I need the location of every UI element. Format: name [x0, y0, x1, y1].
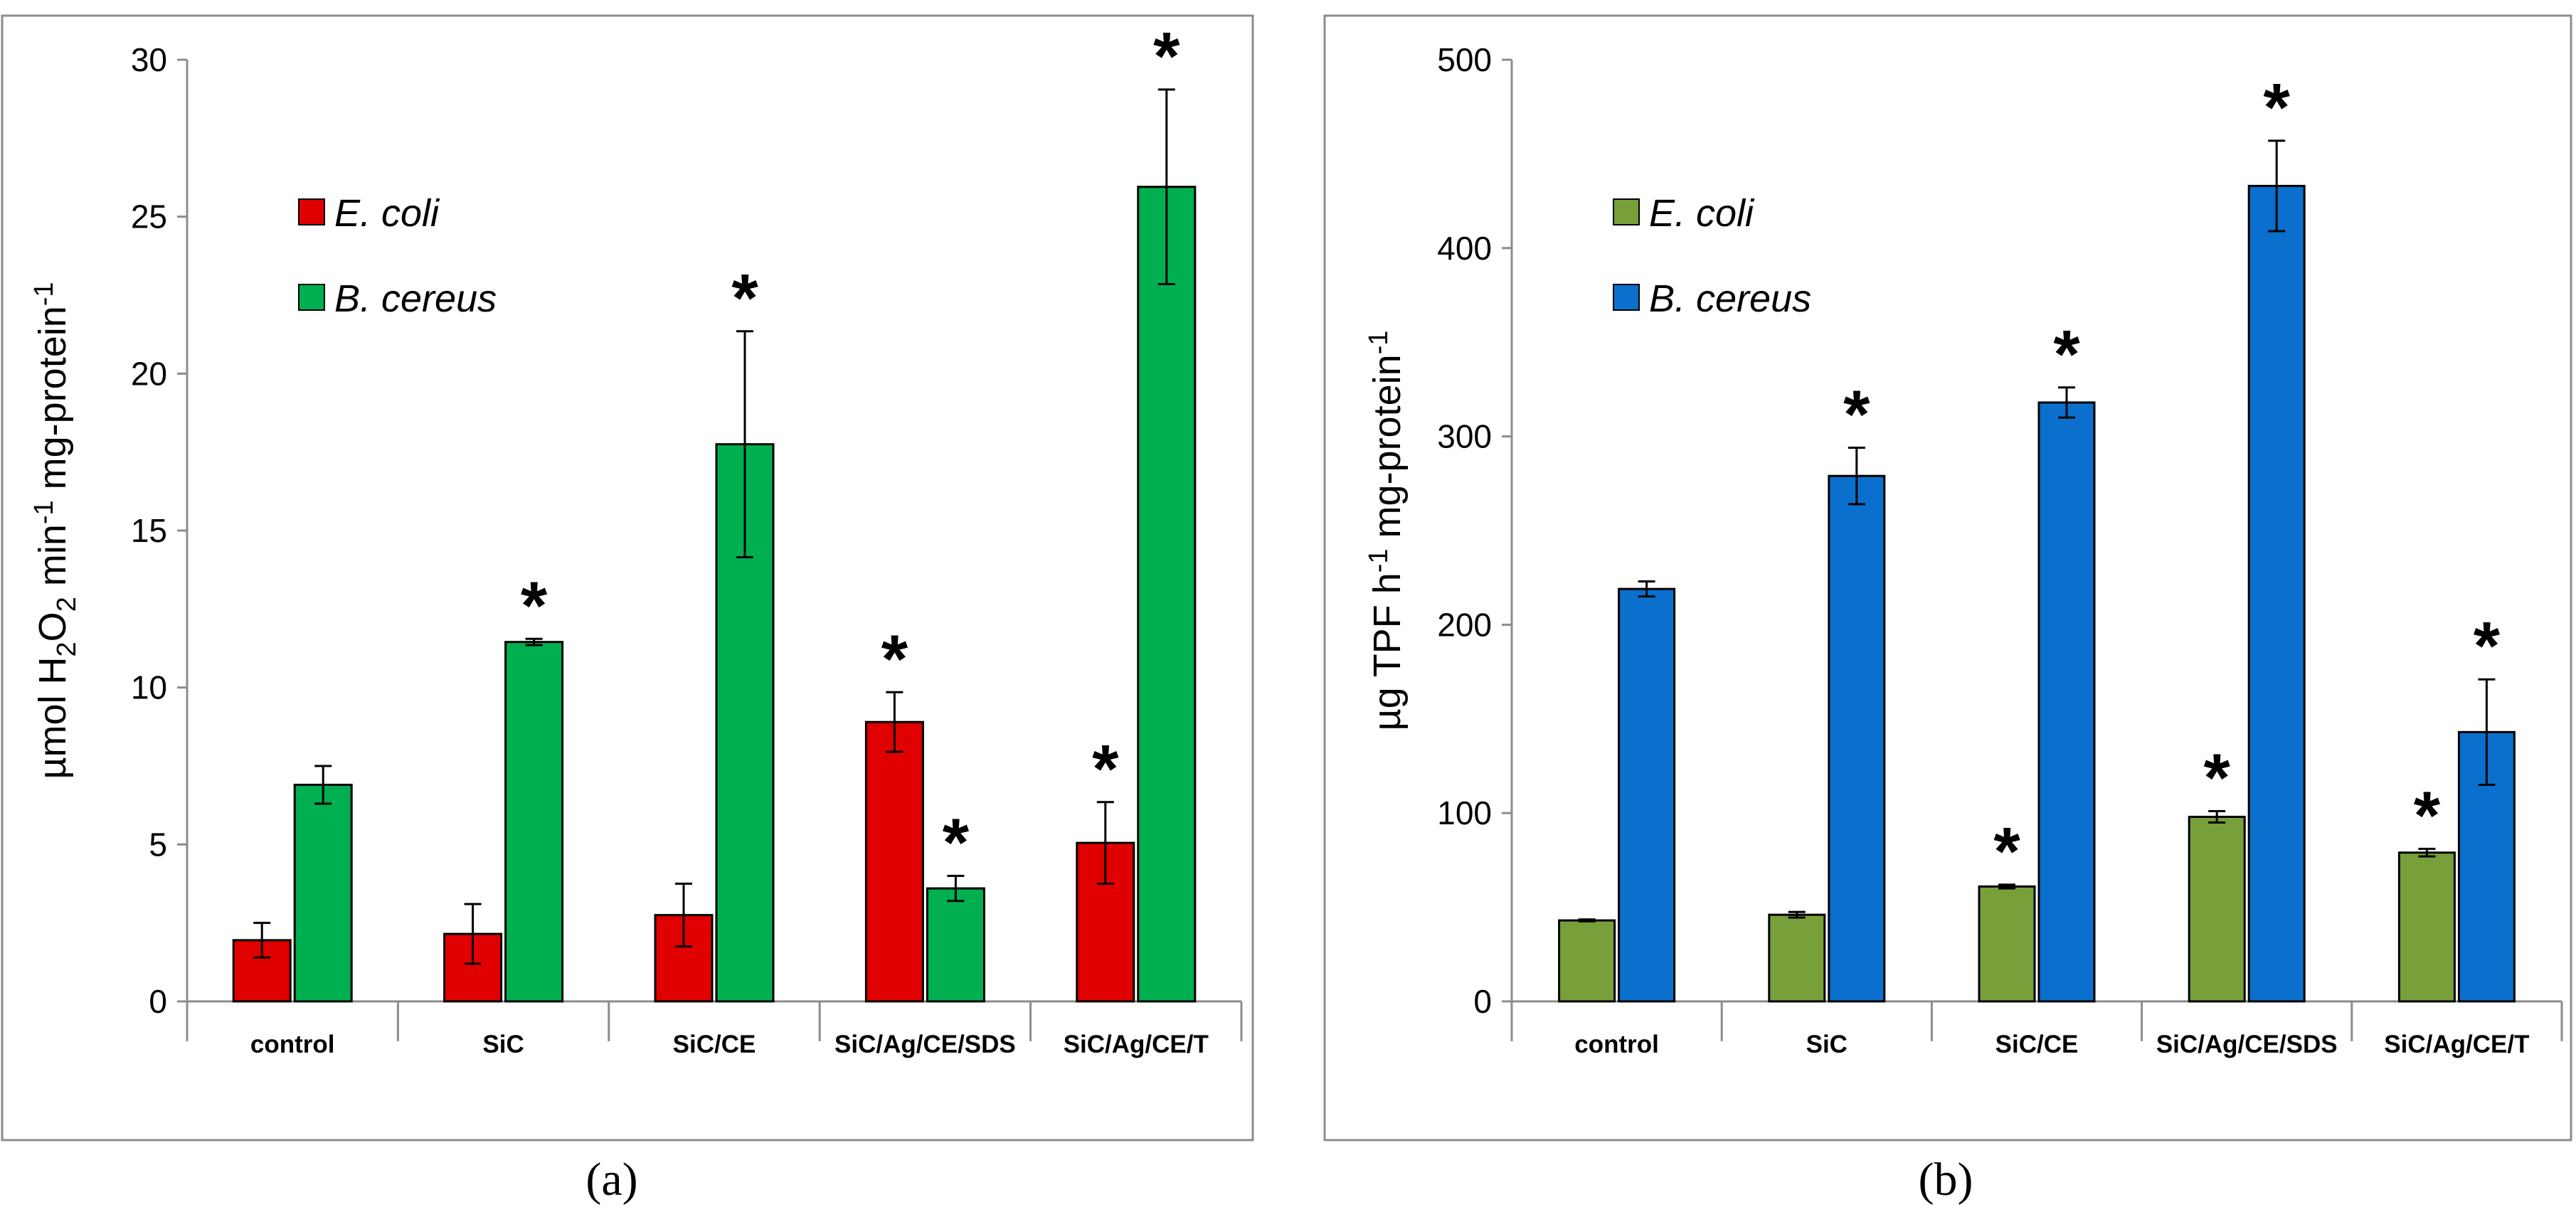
y-tick-label: 0 — [149, 983, 167, 1020]
y-axis-label-part: µmol H — [31, 656, 74, 779]
y-tick-label: 200 — [1437, 606, 1492, 643]
bar — [1768, 913, 1826, 1003]
bar — [1558, 919, 1616, 1003]
x-tick-label: SiC/Ag/CE/T — [2384, 1031, 2529, 1058]
significance-star: * — [2204, 740, 2231, 816]
bar — [864, 720, 924, 1003]
x-tick-label: SiC — [1806, 1031, 1848, 1058]
y-tick-label: 0 — [1473, 983, 1492, 1020]
bar — [504, 641, 564, 1003]
panel-b-frame — [1323, 14, 2572, 1141]
y-tick-label: 100 — [1437, 794, 1492, 831]
significance-star: * — [2474, 608, 2501, 684]
significance-star: * — [2264, 70, 2291, 146]
y-tick-label: 500 — [1437, 41, 1492, 78]
y-axis-label-part: 2 — [52, 642, 82, 656]
significance-star: * — [2414, 778, 2441, 854]
significance-star: * — [521, 568, 548, 644]
legend-swatch — [298, 198, 325, 225]
y-axis-label-part: mg-protein — [31, 306, 74, 500]
legend-label: B. cereus — [334, 277, 497, 320]
chart-b: 0 100 200 300 400 500 control SiC * SiC/CE * * SiC/A… — [1364, 41, 2563, 1058]
panel-b-label: (b) — [1919, 1154, 1973, 1206]
y-axis-label-part: mg-protein — [1366, 354, 1409, 548]
bar — [1828, 474, 1886, 1003]
x-tick-label: control — [250, 1031, 335, 1058]
significance-star: * — [2053, 316, 2080, 393]
y-tick-label: 30 — [131, 41, 167, 78]
y-axis-label-part: -1 — [29, 500, 59, 524]
y-tick-label: 15 — [131, 512, 167, 549]
bar — [2037, 401, 2096, 1003]
chart-a: 0 5 10 15 20 25 30 control SiC * SiC/CE * SiC/Ag/CE/… — [29, 18, 1243, 1058]
y-axis-label: µg TPF h-1 mg-protein-1 — [1364, 331, 1409, 731]
significance-star: * — [1153, 18, 1180, 95]
y-axis-label-part: -1 — [29, 282, 59, 306]
y-tick-label: 300 — [1437, 418, 1492, 455]
y-axis-label-part: -1 — [1364, 331, 1394, 355]
x-tick-label: control — [1574, 1031, 1659, 1058]
bar — [2397, 851, 2456, 1003]
x-tick-label: SiC/Ag/CE/T — [1064, 1031, 1209, 1058]
legend-label: B. cereus — [1649, 277, 1811, 320]
significance-star: * — [881, 621, 908, 697]
panel-a-frame — [1, 14, 1254, 1141]
x-tick-label: SiC/Ag/CE/SDS — [834, 1031, 1016, 1058]
panel-a-label: (a) — [585, 1154, 637, 1206]
legend-swatch — [1613, 198, 1640, 225]
x-tick-label: SiC/CE — [1995, 1031, 2079, 1058]
legend-label: E. coli — [334, 192, 440, 235]
y-axis-label-part: min — [31, 524, 74, 597]
x-tick-label: SiC/Ag/CE/SDS — [2156, 1031, 2338, 1058]
bar — [2188, 815, 2246, 1003]
y-tick-label: 10 — [131, 669, 167, 706]
significance-star: * — [1092, 731, 1119, 807]
significance-star: * — [1993, 814, 2020, 890]
significance-star: * — [731, 260, 758, 336]
x-tick-label: SiC — [482, 1031, 524, 1058]
legend-swatch — [1613, 284, 1640, 311]
legend-swatch — [298, 284, 325, 311]
significance-star: * — [1843, 376, 1870, 452]
bar — [2247, 184, 2306, 1003]
y-tick-label: 20 — [131, 355, 167, 392]
x-tick-label: SiC/CE — [673, 1031, 756, 1058]
bar — [1618, 587, 1676, 1003]
y-tick-label: 25 — [131, 198, 167, 235]
bar — [293, 783, 353, 1003]
y-axis-label-part: 2 — [52, 597, 82, 612]
bar — [1137, 186, 1197, 1003]
legend-label: E. coli — [1649, 192, 1755, 235]
y-axis-label-part: µg TPF h — [1366, 573, 1409, 730]
y-axis-label-part: -1 — [1364, 548, 1394, 573]
y-tick-label: 400 — [1437, 230, 1492, 267]
y-axis-label-part: O — [31, 612, 74, 642]
significance-star: * — [943, 804, 970, 880]
y-axis-label: µmol H2O2 min-1 mg-protein-1 — [29, 282, 82, 779]
bar — [926, 887, 985, 1003]
bar — [1978, 885, 2036, 1003]
y-tick-label: 5 — [149, 826, 167, 863]
